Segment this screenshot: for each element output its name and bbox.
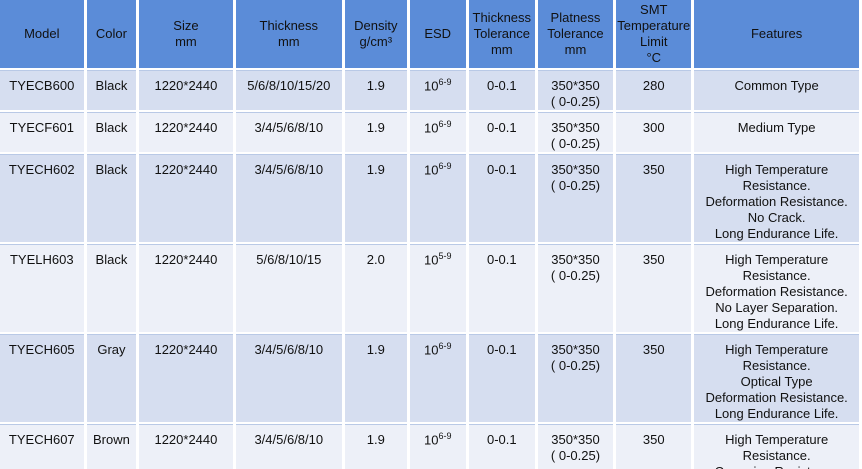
smt-limit-cell: 300	[616, 113, 692, 152]
esd-base: 10	[423, 120, 439, 136]
column-header-esd: ESD	[409, 0, 466, 68]
header-row: Model Color Size mm Thickness mm Density…	[0, 0, 859, 68]
column-header-features: Features	[694, 0, 859, 68]
platness-tolerance-cell: 350*350 ( 0-0.25)	[537, 113, 614, 152]
thickness-cell: 5/6/8/10/15/20	[235, 71, 342, 110]
esd-cell: 106-9	[409, 113, 466, 152]
table-row-tyech602: TYECH602 Black 1220*2440 3/4/5/6/8/10 1.…	[0, 155, 859, 242]
smt-limit-cell: 350	[616, 245, 692, 332]
esd-base: 10	[423, 342, 439, 358]
features-cell: High Temperature Resistance. Optical Typ…	[694, 335, 859, 422]
esd-cell: 105-9	[409, 245, 466, 332]
thickness-tolerance-cell: 0-0.1	[468, 71, 535, 110]
model-cell: TYECH602	[0, 155, 84, 242]
table-row-tyech605: TYECH605 Gray 1220*2440 3/4/5/6/8/10 1.9…	[0, 335, 859, 422]
platness-tolerance-cell: 350*350 ( 0-0.25)	[537, 425, 614, 469]
table-row-tyecf601: TYECF601 Black 1220*2440 3/4/5/6/8/10 1.…	[0, 113, 859, 152]
smt-limit-cell: 350	[616, 425, 692, 469]
size-cell: 1220*2440	[139, 113, 233, 152]
column-header-color: Color	[86, 0, 137, 68]
table-row-tyech607: TYECH607 Brown 1220*2440 3/4/5/6/8/10 1.…	[0, 425, 859, 469]
platness-tolerance-cell: 350*350 ( 0-0.25)	[537, 335, 614, 422]
color-cell: Gray	[86, 335, 137, 422]
features-cell: High Temperature Resistance. Deformation…	[694, 155, 859, 242]
column-header-smt-temperature-limit: SMT Temperature Limit °C	[616, 0, 692, 68]
table-row-tyecb600: TYECB600 Black 1220*2440 5/6/8/10/15/20 …	[0, 71, 859, 110]
thickness-tolerance-cell: 0-0.1	[468, 245, 535, 332]
thickness-tolerance-cell: 0-0.1	[468, 425, 535, 469]
column-header-thickness: Thickness mm	[235, 0, 342, 68]
esd-cell: 106-9	[409, 71, 466, 110]
esd-cell: 106-9	[409, 425, 466, 469]
smt-limit-cell: 350	[616, 335, 692, 422]
density-cell: 1.9	[345, 425, 407, 469]
model-cell: TYECH607	[0, 425, 84, 469]
size-cell: 1220*2440	[139, 155, 233, 242]
color-cell: Black	[86, 245, 137, 332]
esd-exponent: 6-9	[438, 341, 452, 351]
density-cell: 1.9	[345, 335, 407, 422]
smt-limit-cell: 280	[616, 71, 692, 110]
column-header-thickness-tolerance: Thickness Tolerance mm	[468, 0, 535, 68]
thickness-cell: 3/4/5/6/8/10	[235, 335, 342, 422]
esd-exponent: 6-9	[438, 77, 452, 87]
platness-tolerance-cell: 350*350 ( 0-0.25)	[537, 71, 614, 110]
features-cell: Common Type	[694, 71, 859, 110]
size-cell: 1220*2440	[139, 245, 233, 332]
esd-cell: 106-9	[409, 155, 466, 242]
thickness-tolerance-cell: 0-0.1	[468, 113, 535, 152]
thickness-tolerance-cell: 0-0.1	[468, 155, 535, 242]
platness-tolerance-cell: 350*350 ( 0-0.25)	[537, 155, 614, 242]
color-cell: Black	[86, 71, 137, 110]
model-cell: TYECH605	[0, 335, 84, 422]
esd-base: 10	[423, 78, 439, 94]
column-header-density: Density g/cm³	[345, 0, 407, 68]
smt-limit-cell: 350	[616, 155, 692, 242]
features-cell: High Temperature Resistance. Deformation…	[694, 245, 859, 332]
features-cell: Medium Type	[694, 113, 859, 152]
size-cell: 1220*2440	[139, 335, 233, 422]
thickness-cell: 3/4/5/6/8/10	[235, 155, 342, 242]
thickness-tolerance-cell: 0-0.1	[468, 335, 535, 422]
esd-base: 10	[423, 252, 439, 268]
column-header-model: Model	[0, 0, 84, 68]
size-cell: 1220*2440	[139, 71, 233, 110]
column-header-platness-tolerance: Platness Tolerance mm	[537, 0, 614, 68]
density-cell: 1.9	[345, 71, 407, 110]
color-cell: Black	[86, 155, 137, 242]
table-row-tyelh603: TYELH603 Black 1220*2440 5/6/8/10/15 2.0…	[0, 245, 859, 332]
features-cell: High Temperature Resistance. Corrosion R…	[694, 425, 859, 469]
platness-tolerance-cell: 350*350 ( 0-0.25)	[537, 245, 614, 332]
size-cell: 1220*2440	[139, 425, 233, 469]
density-cell: 1.9	[345, 113, 407, 152]
esd-exponent: 5-9	[438, 251, 452, 261]
esd-base: 10	[423, 162, 439, 178]
color-cell: Brown	[86, 425, 137, 469]
model-cell: TYECB600	[0, 71, 84, 110]
esd-exponent: 6-9	[438, 119, 452, 129]
esd-cell: 106-9	[409, 335, 466, 422]
density-cell: 2.0	[345, 245, 407, 332]
esd-base: 10	[423, 432, 439, 448]
thickness-cell: 5/6/8/10/15	[235, 245, 342, 332]
thickness-cell: 3/4/5/6/8/10	[235, 113, 342, 152]
column-header-size: Size mm	[139, 0, 233, 68]
model-cell: TYECF601	[0, 113, 84, 152]
esd-exponent: 6-9	[438, 161, 452, 171]
density-cell: 1.9	[345, 155, 407, 242]
color-cell: Black	[86, 113, 137, 152]
model-cell: TYELH603	[0, 245, 84, 332]
thickness-cell: 3/4/5/6/8/10	[235, 425, 342, 469]
esd-exponent: 6-9	[438, 431, 452, 441]
